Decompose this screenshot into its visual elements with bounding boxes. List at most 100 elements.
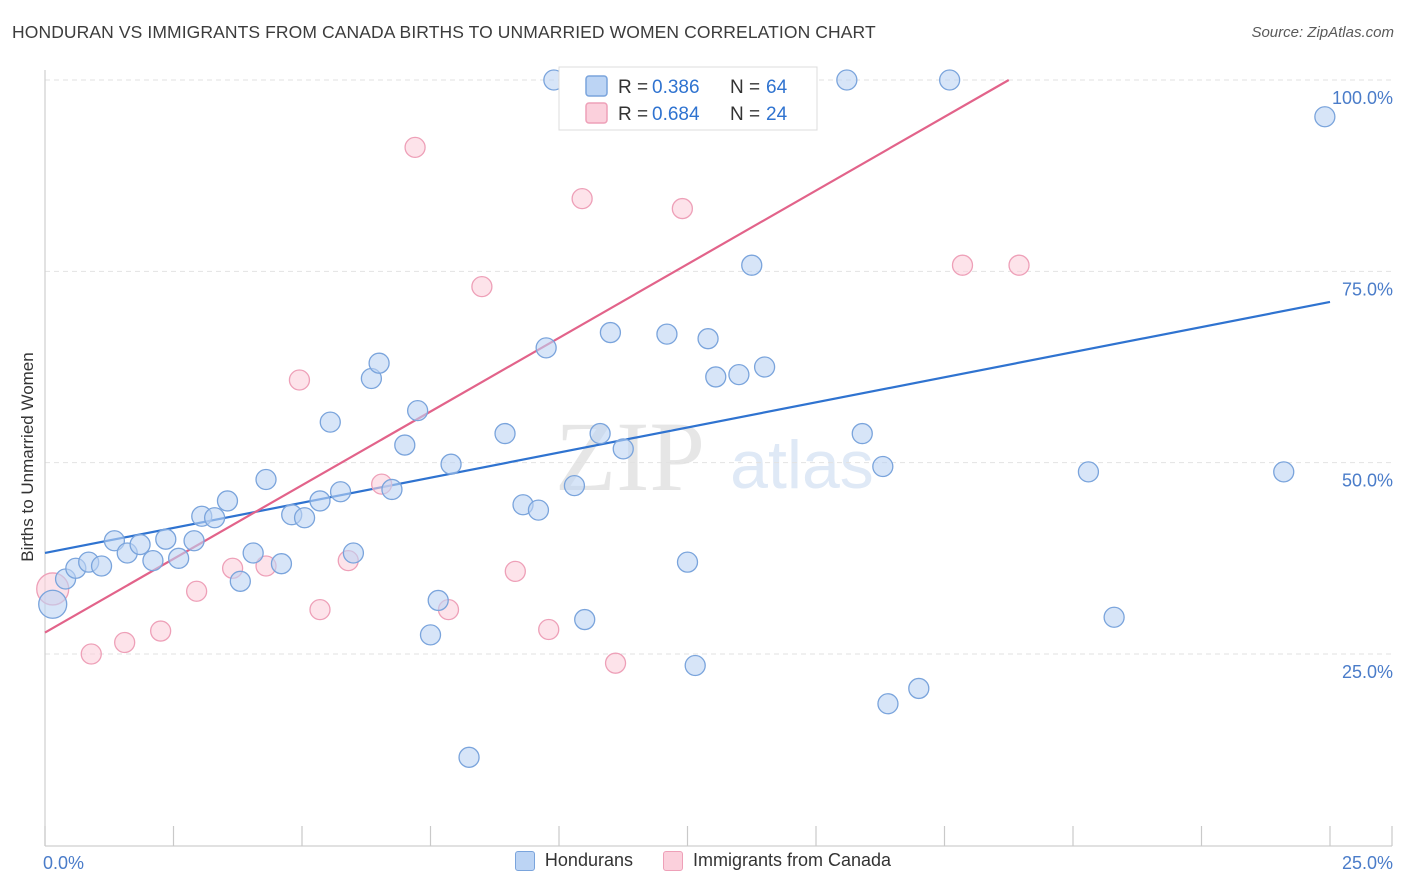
point-canada xyxy=(288,369,311,391)
point-honduran xyxy=(242,542,264,564)
point-honduran xyxy=(458,746,480,768)
point-honduran xyxy=(203,507,226,529)
point-honduran xyxy=(527,499,550,521)
legend-swatch-pink xyxy=(662,850,683,871)
point-canada xyxy=(114,631,136,654)
point-honduran xyxy=(293,507,316,529)
point-honduran xyxy=(419,624,442,646)
point-honduran xyxy=(329,481,352,503)
legend-n-value-canada: 24 xyxy=(766,104,788,125)
point-canada xyxy=(538,618,560,641)
point-honduran xyxy=(836,69,858,91)
watermark-atlas: atlas xyxy=(730,427,874,503)
series-legend: Hondurans Immigrants from Canada xyxy=(0,850,1406,871)
y-tick-labels: 25.0% 50.0% 75.0% 100.0% xyxy=(1332,88,1393,682)
point-honduran xyxy=(216,490,239,512)
point-honduran xyxy=(342,542,365,564)
point-honduran xyxy=(427,589,449,612)
legend-r-value-hondurans: 0.386 xyxy=(652,77,700,98)
source-credit: Source: ZipAtlas.com xyxy=(1251,24,1394,41)
point-honduran xyxy=(440,453,462,475)
y-tick-label-50: 50.0% xyxy=(1342,471,1393,491)
point-honduran xyxy=(494,422,516,445)
point-honduran xyxy=(851,422,873,445)
point-honduran xyxy=(1273,461,1295,483)
point-honduran xyxy=(319,411,341,433)
point-honduran xyxy=(394,434,416,456)
point-honduran xyxy=(368,352,390,374)
legend-swatch-canada xyxy=(585,102,608,124)
point-honduran xyxy=(938,69,961,91)
trend-line-hondurans xyxy=(44,300,1331,555)
legend-r-label-canada: R = xyxy=(618,104,648,125)
point-canada xyxy=(185,580,208,602)
point-honduran xyxy=(155,528,177,550)
legend-label-canada: Immigrants from Canada xyxy=(692,850,892,870)
point-honduran xyxy=(381,478,403,501)
point-honduran xyxy=(728,364,750,386)
y-tick-label-100: 100.0% xyxy=(1332,88,1393,108)
legend-n-value-hondurans: 64 xyxy=(766,77,788,98)
y-tick-label-75: 75.0% xyxy=(1342,279,1393,299)
point-honduran xyxy=(406,399,429,422)
point-honduran xyxy=(877,693,899,715)
point-honduran xyxy=(705,366,727,388)
point-honduran xyxy=(563,474,586,497)
trend-lines xyxy=(44,79,1331,634)
legend-label-hondurans: Hondurans xyxy=(544,850,633,870)
trend-line-canada xyxy=(44,79,1010,634)
point-canada xyxy=(80,643,102,665)
point-canada xyxy=(604,652,627,674)
point-honduran xyxy=(183,530,205,552)
point-honduran xyxy=(535,337,557,359)
point-honduran xyxy=(1077,461,1100,483)
point-canada xyxy=(951,254,974,276)
legend-r-value-canada: 0.684 xyxy=(652,104,700,125)
x-tick-label-max: 25.0% xyxy=(1342,853,1393,873)
point-honduran xyxy=(741,254,763,276)
point-honduran xyxy=(309,490,331,512)
x-tick-marks xyxy=(44,826,1393,846)
point-canada xyxy=(1008,254,1030,276)
point-honduran xyxy=(908,677,930,700)
correlation-legend: R = 0.386 N = 64 R = 0.684 N = 24 xyxy=(558,66,818,131)
points-immigrants-from-canada xyxy=(36,69,1030,674)
point-honduran xyxy=(753,356,776,378)
legend-n-label-hondurans: N = xyxy=(730,77,760,98)
point-canada xyxy=(504,560,526,582)
legend-r-label-hondurans: R = xyxy=(618,77,648,98)
point-canada xyxy=(471,275,493,298)
y-tick-label-25: 25.0% xyxy=(1342,662,1393,682)
points-hondurans xyxy=(38,69,1336,768)
legend-swatch-blue xyxy=(514,850,535,871)
point-honduran xyxy=(38,589,68,619)
point-honduran xyxy=(142,549,164,572)
point-honduran xyxy=(255,468,277,491)
point-honduran xyxy=(229,570,251,592)
point-honduran xyxy=(90,555,113,577)
point-honduran xyxy=(612,438,634,460)
point-honduran xyxy=(697,328,719,350)
point-canada xyxy=(309,598,331,621)
point-honduran xyxy=(129,533,151,556)
point-honduran xyxy=(872,455,894,478)
x-tick-label-min: 0.0% xyxy=(43,853,84,873)
point-honduran xyxy=(103,530,126,552)
y-axis-label: Births to Unmarried Women xyxy=(18,352,37,561)
chart-title: HONDURAN VS IMMIGRANTS FROM CANADA BIRTH… xyxy=(12,22,876,42)
point-canada xyxy=(571,187,593,210)
point-canada xyxy=(671,197,694,220)
point-honduran xyxy=(656,323,678,345)
legend-swatch-hondurans xyxy=(585,75,608,97)
legend-item-hondurans[interactable]: Hondurans xyxy=(514,850,633,871)
point-honduran xyxy=(589,422,611,445)
legend-item-canada[interactable]: Immigrants from Canada xyxy=(662,850,892,871)
point-honduran xyxy=(684,654,706,677)
point-canada xyxy=(404,136,426,158)
point-honduran xyxy=(167,547,190,569)
point-honduran xyxy=(676,551,699,573)
point-honduran xyxy=(1314,106,1336,128)
point-canada xyxy=(149,620,172,642)
point-honduran xyxy=(270,553,293,575)
